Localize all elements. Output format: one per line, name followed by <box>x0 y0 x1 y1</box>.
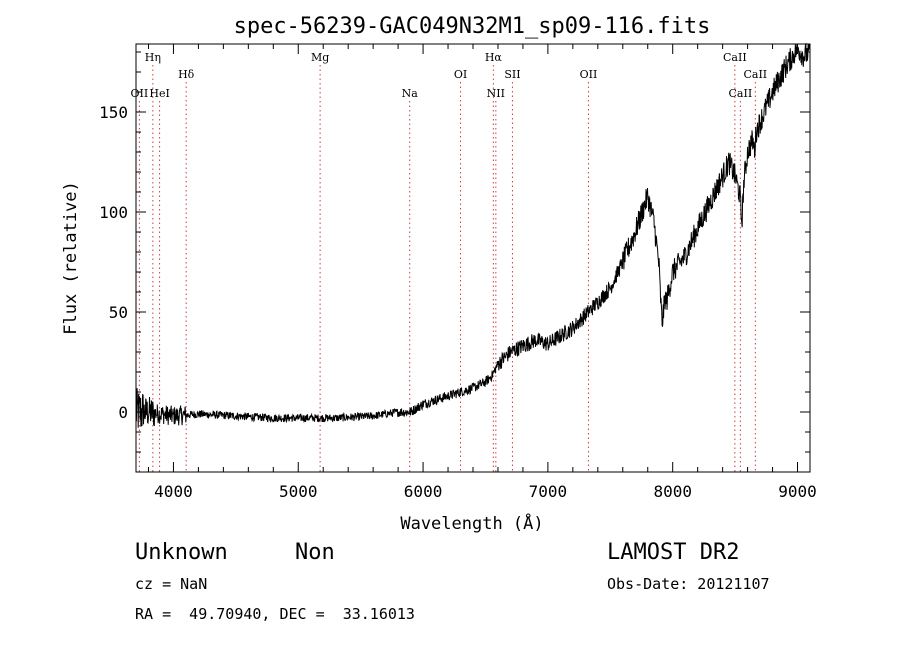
y-tick-label: 100 <box>99 203 128 222</box>
x-tick-label: 8000 <box>653 482 692 501</box>
spectrum-line <box>135 42 811 428</box>
y-axis-label: Flux (relative) <box>61 181 81 335</box>
x-tick-label: 6000 <box>404 482 443 501</box>
line-label: SII <box>504 68 520 81</box>
class-label: Unknown <box>135 540 228 565</box>
coordinates: RA = 49.70940, DEC = 33.16013 <box>135 605 415 623</box>
line-label: CaII <box>729 87 753 100</box>
line-label: NII <box>487 87 505 100</box>
line-label: Hα <box>485 51 503 64</box>
line-label: OII <box>580 68 598 81</box>
line-label: OII <box>131 87 149 100</box>
y-tick-label: 50 <box>109 303 128 322</box>
line-label: Hδ <box>178 68 195 81</box>
y-tick-label: 150 <box>99 103 128 122</box>
line-label: CaII <box>723 51 747 64</box>
line-label: OI <box>454 68 467 81</box>
x-axis-label: Wavelength (Å) <box>400 512 543 534</box>
chart-title: spec-56239-GAC049N32M1_sp09-116.fits <box>234 14 711 39</box>
line-label: HeI <box>149 87 169 100</box>
survey-label: LAMOST DR2 <box>607 540 740 565</box>
y-tick-label: 0 <box>118 403 128 422</box>
x-tick-label: 7000 <box>529 482 568 501</box>
plot-frame <box>135 43 811 473</box>
spectrum-chart: spec-56239-GAC049N32M1_sp09-116.fits Hη O… <box>61 14 817 534</box>
line-label: CaII <box>743 68 767 81</box>
obs-date: Obs-Date: 20121107 <box>607 575 770 593</box>
line-label: Mg <box>311 51 329 64</box>
x-tick-label: 4000 <box>154 482 193 501</box>
x-tick-label: 9000 <box>778 482 817 501</box>
line-label: Na <box>402 87 419 100</box>
redshift-value: cz = NaN <box>135 575 208 593</box>
subclass-label: Non <box>295 540 335 565</box>
line-label: Hη <box>145 51 161 64</box>
axis-ticks: 4000 5000 6000 7000 8000 9000 0 50 100 150 <box>99 44 817 501</box>
x-tick-label: 5000 <box>279 482 318 501</box>
